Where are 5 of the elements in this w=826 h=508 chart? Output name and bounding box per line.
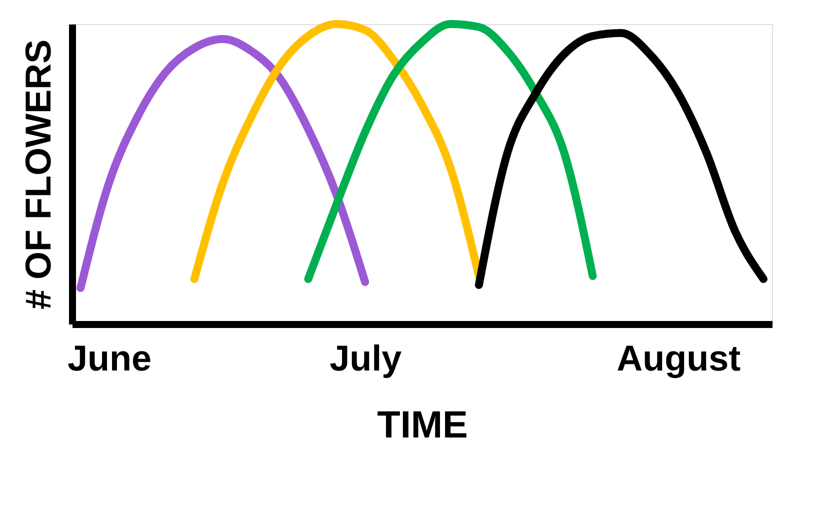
x-axis-title: TIME <box>377 404 468 446</box>
x-tick-label: June <box>67 338 152 378</box>
x-tick-label: July <box>330 338 402 378</box>
x-tick-label: August <box>616 338 741 378</box>
y-axis-title: # OF FLOWERS <box>18 40 58 310</box>
